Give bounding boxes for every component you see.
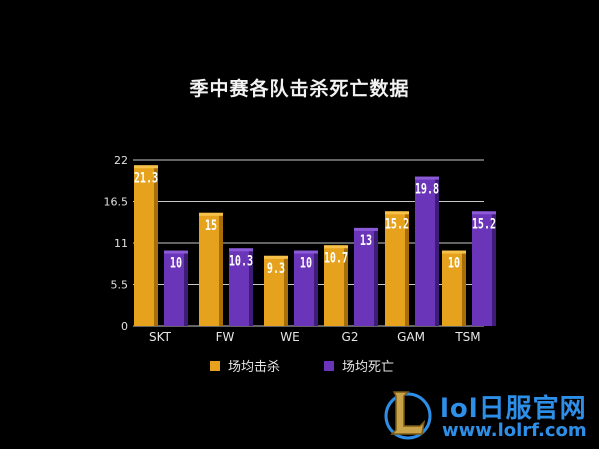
- y-tick-label: 0: [121, 320, 128, 333]
- y-tick-label: 11: [114, 237, 128, 250]
- bar-side: [344, 245, 348, 326]
- x-tick-label: WE: [280, 330, 299, 344]
- bar-side: [462, 250, 466, 326]
- data-label: 10.3: [229, 253, 253, 269]
- data-label: 10: [300, 255, 312, 271]
- bar: [199, 212, 219, 326]
- data-label: 10: [170, 255, 182, 271]
- data-label: 15.2: [385, 216, 409, 232]
- bar-top: [472, 211, 496, 215]
- bar-side: [492, 211, 496, 326]
- bar-top: [354, 227, 378, 231]
- data-label: 15: [205, 217, 217, 233]
- y-tick-label: 16.5: [104, 196, 129, 209]
- bar: [134, 165, 154, 326]
- bar: [442, 250, 462, 326]
- bar: [264, 255, 284, 326]
- data-label: 15.2: [472, 216, 496, 232]
- bar-top: [164, 250, 188, 254]
- bar: [385, 211, 405, 326]
- bars-layer: [134, 165, 496, 326]
- y-tick-label: 5.5: [111, 279, 129, 292]
- data-label: 10: [448, 255, 460, 271]
- x-tick-label: TSM: [454, 330, 480, 344]
- watermark-url: www.lolrf.com: [442, 420, 587, 441]
- legend-item-kills: 场均击杀: [210, 356, 280, 375]
- data-label: 19.8: [415, 181, 439, 197]
- x-tick-label: SKT: [149, 330, 172, 344]
- bar-top: [229, 248, 253, 252]
- bar-side: [405, 211, 409, 326]
- bar-side: [314, 250, 318, 326]
- bar-side: [435, 176, 439, 326]
- legend-label-kills: 场均击杀: [228, 360, 281, 375]
- bar: [229, 248, 249, 326]
- bar-top: [264, 255, 288, 259]
- bar: [164, 250, 184, 326]
- y-tick-label: 22: [114, 154, 128, 167]
- bar-top: [442, 250, 466, 254]
- bar-side: [154, 165, 158, 326]
- labels-layer: 21.3 10 15 10.3 9.3 10 10.7 13 15.2 19.8 10 15.2: [134, 170, 496, 277]
- bar: [324, 245, 344, 326]
- bar: [294, 250, 314, 326]
- bar-side: [374, 227, 378, 326]
- bar-side: [284, 255, 288, 326]
- data-label: 21.3: [134, 170, 158, 186]
- chart-title: 季中赛各队击杀死亡数据: [189, 78, 410, 100]
- bar-top: [415, 176, 439, 180]
- bar-top: [385, 211, 409, 215]
- bar: [354, 227, 374, 326]
- watermark: lol日服官网 www.lolrf.com: [382, 386, 594, 444]
- bar-top: [324, 245, 348, 249]
- bar-top: [134, 165, 158, 169]
- lol-logo-icon: [384, 391, 432, 440]
- legend: 场均击杀 场均死亡: [210, 356, 394, 375]
- legend-label-deaths: 场均死亡: [342, 360, 395, 375]
- watermark-title: lol日服官网: [440, 394, 587, 424]
- bar-top: [294, 250, 318, 254]
- bar-side: [219, 212, 223, 326]
- data-label: 9.3: [267, 260, 285, 276]
- bar: [415, 176, 435, 326]
- x-tick-label: G2: [342, 330, 359, 344]
- bar-side: [184, 250, 188, 326]
- bar-side: [249, 248, 253, 326]
- legend-swatch-deaths: [324, 360, 335, 371]
- axis-layer: 0 5.5 11 16.5 22 SKT FW WE G2 GAM TSM: [104, 154, 481, 344]
- bar-top: [199, 212, 223, 216]
- legend-swatch-kills: [210, 360, 220, 371]
- x-tick-label: FW: [216, 330, 235, 344]
- data-label: 10.7: [324, 250, 348, 266]
- legend-item-deaths: 场均死亡: [324, 356, 394, 375]
- bar: [472, 211, 492, 326]
- x-tick-label: GAM: [397, 330, 425, 344]
- data-label: 13: [360, 232, 372, 248]
